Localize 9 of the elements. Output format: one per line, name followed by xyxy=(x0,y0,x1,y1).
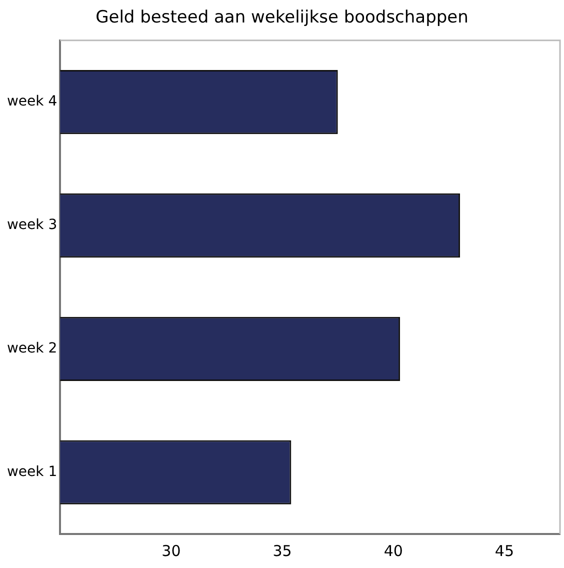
x-tick-label: 35 xyxy=(272,542,292,560)
y-tick-label: week 1 xyxy=(6,464,58,480)
x-tick-label: 40 xyxy=(384,542,403,560)
y-tick-label: week 4 xyxy=(6,94,58,110)
x-tick-label: 30 xyxy=(162,542,181,560)
x-tick-label: 45 xyxy=(494,542,514,560)
y-tick-label: week 2 xyxy=(6,340,58,357)
y-tick-label: week 3 xyxy=(6,217,58,234)
chart-title: Geld besteed aan wekelijkse boodschappen xyxy=(96,8,468,28)
